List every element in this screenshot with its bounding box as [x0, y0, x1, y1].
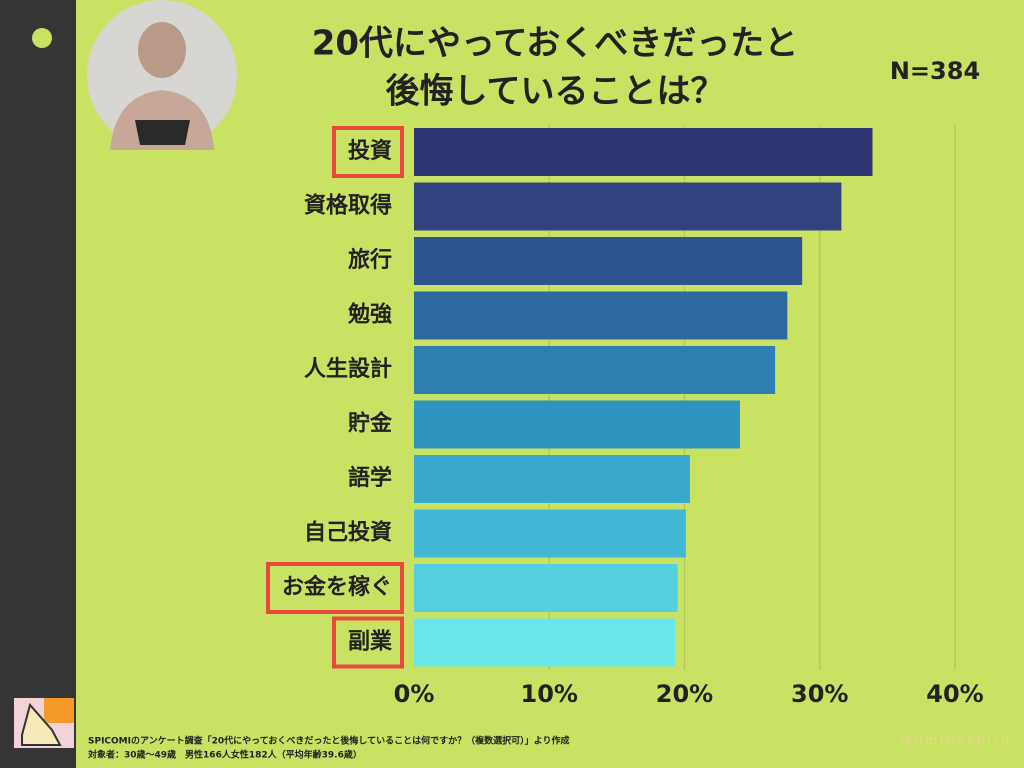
y-tick-label: 資格取得	[304, 193, 392, 219]
x-tick-label: 30%	[791, 680, 848, 708]
bar	[414, 128, 873, 176]
y-tick-label: お金を稼ぐ	[282, 574, 392, 600]
credit: @uminoxhiro	[900, 734, 1012, 748]
chart-title: 20代にやっておくべきだったと	[312, 24, 799, 64]
logo	[14, 698, 74, 748]
footnote: SPICOMIのアンケート調査「20代にやっておくべきだったと後悔していることは…	[88, 735, 570, 747]
x-tick-label: 40%	[926, 680, 983, 708]
y-tick-label: 自己投資	[304, 520, 392, 546]
y-tick-label: 人生設計	[304, 356, 392, 382]
y-tick-label: 旅行	[348, 247, 392, 273]
bar	[414, 291, 788, 340]
sample-size: N=384	[890, 57, 980, 85]
bar	[414, 346, 776, 394]
y-tick-label: 副業	[348, 630, 393, 655]
dot	[32, 28, 52, 48]
sidebar	[0, 0, 76, 768]
chart-title: 後悔していることは？	[386, 72, 725, 112]
highlight-box	[331, 126, 404, 178]
highlight-box	[331, 616, 404, 669]
bar	[414, 400, 740, 449]
x-tick-label: 10%	[521, 680, 578, 708]
bar	[414, 182, 842, 231]
y-tick-label: 語学	[348, 465, 392, 491]
photo	[87, 0, 237, 150]
bar	[414, 564, 678, 612]
bar	[414, 618, 676, 667]
y-tick-label: 勉強	[347, 302, 392, 328]
highlight-box	[265, 562, 404, 614]
bar	[414, 237, 803, 285]
bar	[414, 509, 686, 558]
footnote: 対象者：30歳〜49歳 男性166人女性182人（平均年齢39.6歳）	[87, 749, 362, 761]
bar	[414, 455, 690, 503]
y-tick-label: 貯金	[348, 411, 393, 437]
y-tick-label: 投資	[348, 138, 392, 164]
x-tick-label: 0%	[394, 680, 435, 708]
x-tick-label: 20%	[656, 680, 713, 708]
